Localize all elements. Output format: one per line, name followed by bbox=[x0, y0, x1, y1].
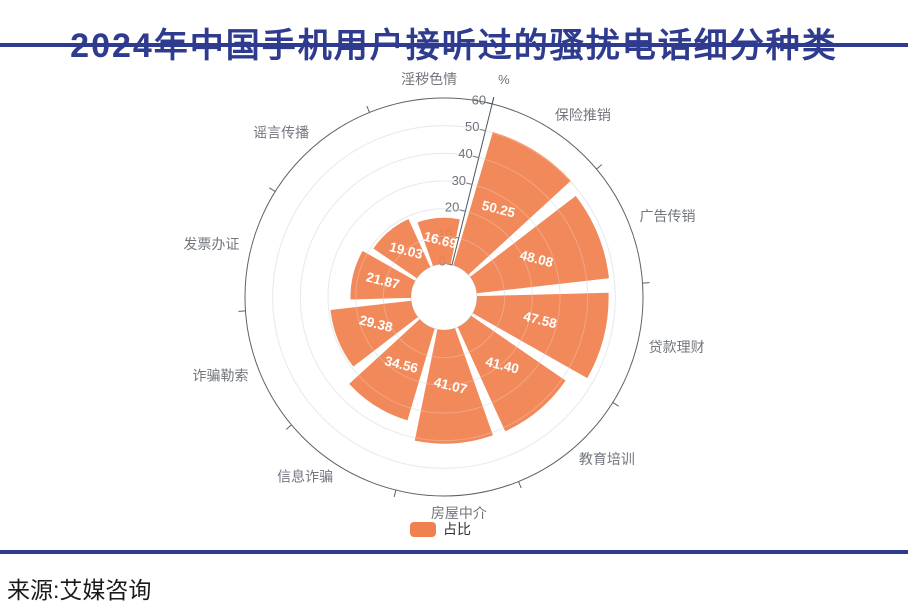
chart-sector[interactable] bbox=[417, 217, 460, 266]
chart-sector[interactable] bbox=[330, 300, 418, 367]
radial-axis-tick-label: 20 bbox=[445, 200, 459, 215]
angle-tick bbox=[366, 105, 370, 113]
inner-circle bbox=[410, 263, 478, 331]
radial-axis-tick-label: 40 bbox=[458, 146, 472, 161]
chart-sector[interactable] bbox=[472, 292, 609, 379]
category-label: 广告传销 bbox=[639, 208, 695, 224]
category-label: 房屋中介 bbox=[431, 505, 487, 521]
radial-axis-tick bbox=[479, 128, 486, 132]
angle-tick bbox=[269, 187, 276, 192]
angle-tick bbox=[596, 164, 603, 170]
footer-divider bbox=[0, 550, 908, 554]
chart-sector[interactable] bbox=[349, 319, 435, 421]
radial-axis-tick-label: 50 bbox=[465, 119, 479, 134]
source-text: 来源:艾媒咨询 bbox=[7, 577, 152, 603]
radial-axis-line bbox=[451, 96, 495, 266]
title-divider bbox=[0, 43, 908, 47]
grid-overlay-circle bbox=[355, 208, 533, 386]
legend-swatch[interactable] bbox=[410, 521, 436, 537]
category-label: 淫秽色情 bbox=[401, 71, 457, 87]
radial-axis-tick bbox=[466, 182, 473, 185]
chart-sector[interactable] bbox=[350, 250, 416, 300]
category-label: 贷款理财 bbox=[649, 339, 705, 355]
grid-overlay-circle bbox=[272, 125, 616, 469]
category-label: 诈骗勒索 bbox=[193, 367, 249, 383]
grid-overlay-circle bbox=[382, 235, 506, 359]
grid-overlay-circle bbox=[299, 152, 589, 442]
angle-tick bbox=[612, 402, 619, 407]
grid-overlay-circle bbox=[327, 180, 561, 414]
radial-axis-tick bbox=[486, 101, 493, 105]
legend[interactable]: 占比 bbox=[410, 521, 471, 537]
chart-sector[interactable] bbox=[453, 132, 571, 275]
chart-sector[interactable] bbox=[373, 219, 431, 279]
category-label: 教育培训 bbox=[579, 451, 635, 467]
radial-axis-name: % bbox=[498, 72, 510, 87]
category-label: 保险推销 bbox=[555, 107, 611, 123]
chart-sector[interactable] bbox=[470, 195, 609, 294]
radial-axis-tick bbox=[472, 155, 479, 159]
radial-axis-tick-label: 30 bbox=[452, 173, 466, 188]
chart-sector[interactable] bbox=[457, 315, 566, 432]
angle-tick bbox=[393, 489, 397, 498]
angle-tick bbox=[285, 424, 292, 430]
radial-axis-tick bbox=[459, 209, 466, 212]
outer-circle bbox=[244, 97, 644, 497]
category-label: 谣言传播 bbox=[253, 125, 309, 141]
category-label: 信息诈骗 bbox=[277, 468, 333, 484]
chart-sector[interactable] bbox=[414, 328, 493, 444]
legend-label[interactable]: 占比 bbox=[443, 521, 471, 537]
angle-tick bbox=[518, 481, 522, 489]
grid-circle bbox=[272, 125, 616, 469]
category-label: 发票办证 bbox=[183, 236, 239, 252]
radial-axis-tick-label: 60 bbox=[472, 92, 486, 107]
